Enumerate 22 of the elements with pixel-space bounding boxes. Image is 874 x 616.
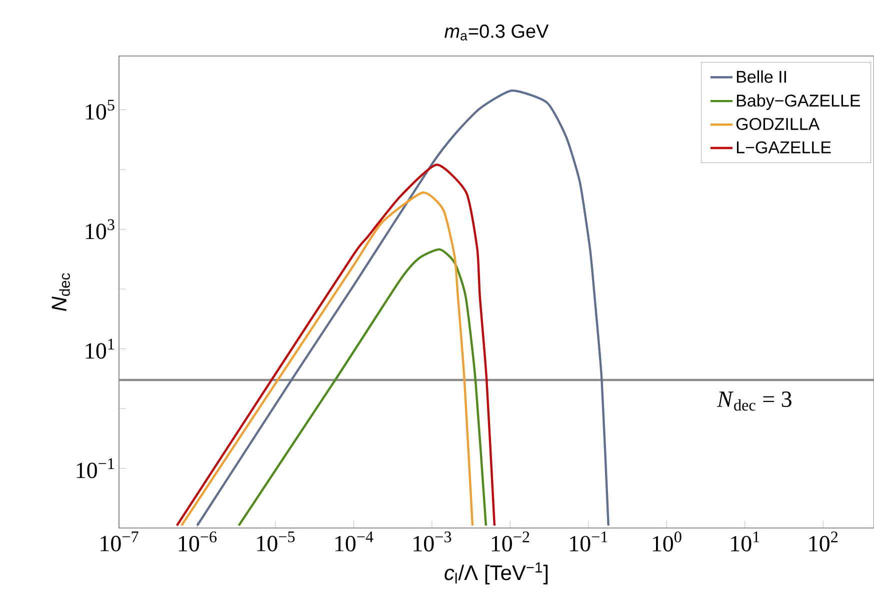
x-tick-label: 10$^{−1}$ (570, 532, 608, 552)
y-axis-title: N$_{dec}$ (52, 273, 70, 312)
y-tick-label: 10$^{3}$ (86, 219, 114, 240)
x-axis-title: c$_{l}$/Λ [TeV$^{−1}$] (444, 562, 548, 584)
y-tick-label: 10$^{−1}$ (76, 458, 114, 478)
x-tick-label: 10$^{2}$ (809, 532, 838, 552)
ref-line-label: N$_{dec}$ = 3 (716, 392, 792, 411)
y-tick-label: 10$^{1}$ (86, 338, 114, 359)
x-tick-label: 10$^{0}$ (652, 532, 682, 552)
y-tick-label: 10$^{5}$ (86, 100, 114, 120)
legend-label: Belle II (736, 70, 786, 83)
x-tick-label: 10$^{−2}$ (492, 532, 530, 552)
legend-label: Baby−GAZELLE (736, 94, 860, 110)
x-tick-label: 10$^{−5}$ (257, 532, 295, 552)
x-tick-label: 10$^{1}$ (731, 532, 760, 552)
x-tick-label: 10$^{−3}$ (414, 532, 452, 552)
chart-title: m$_{a}$=0.3 GeV (444, 24, 549, 40)
legend-label: L−GAZELLE (736, 141, 831, 154)
legend-label: GODZILLA (736, 118, 820, 130)
x-tick-label: 10$^{−6}$ (178, 532, 217, 552)
x-tick-label: 10$^{−4}$ (335, 532, 374, 552)
x-tick-label: 10$^{−7}$ (100, 532, 138, 552)
